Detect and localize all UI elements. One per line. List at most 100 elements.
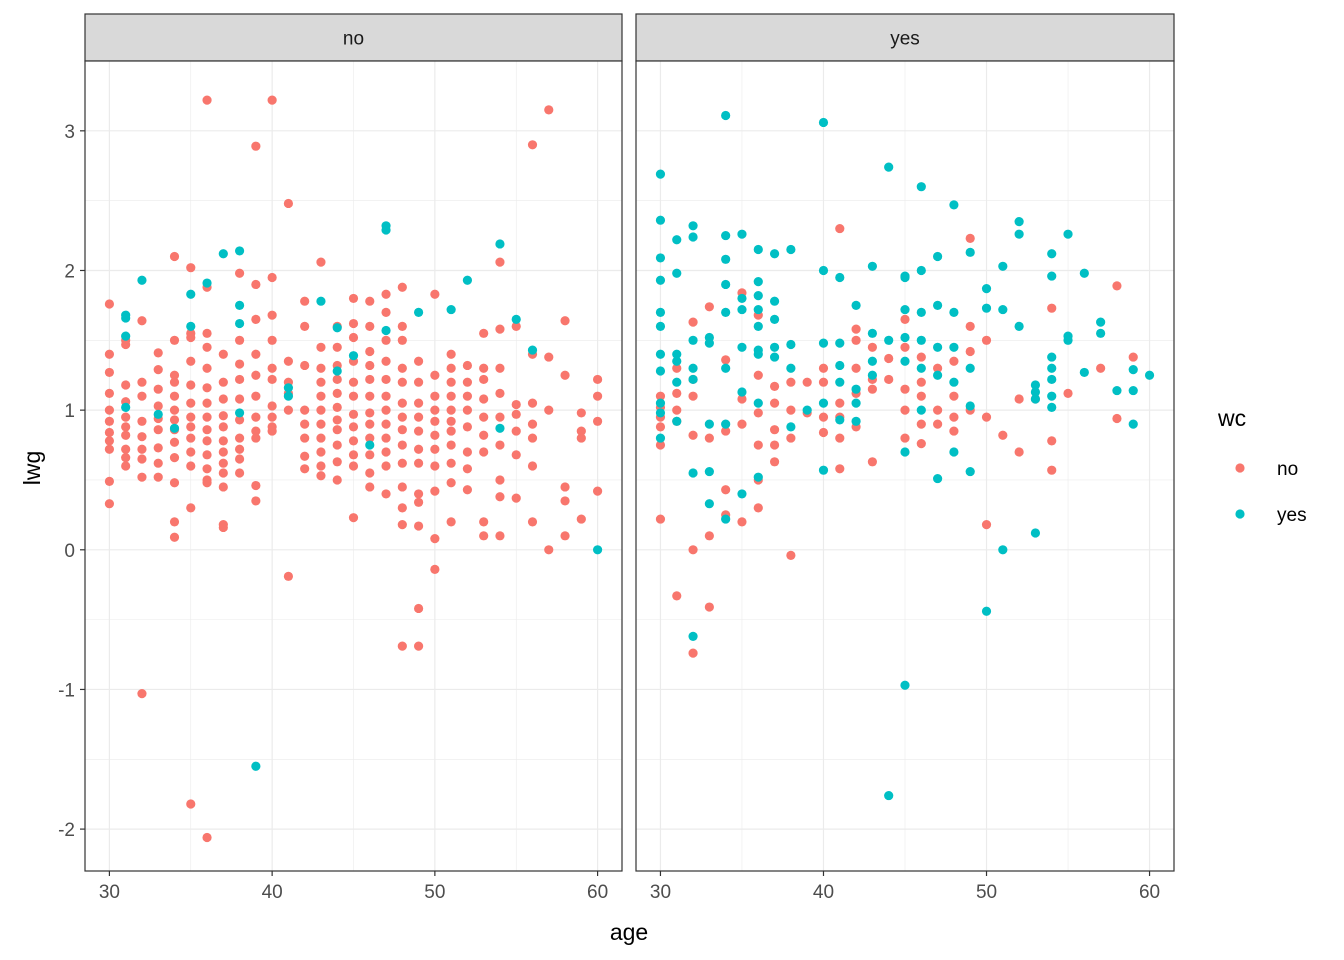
- data-point: [186, 289, 196, 299]
- data-point: [446, 363, 456, 373]
- data-point: [965, 401, 975, 411]
- data-point: [186, 799, 196, 809]
- data-point: [234, 359, 245, 369]
- data-point: [234, 318, 245, 329]
- data-point: [332, 388, 342, 398]
- data-point: [169, 478, 180, 488]
- data-point: [1128, 385, 1138, 396]
- data-point: [786, 550, 796, 560]
- data-point: [737, 387, 747, 397]
- data-point: [900, 384, 910, 394]
- data-point: [121, 444, 131, 454]
- data-point: [153, 401, 163, 411]
- x-tick-label: 60: [587, 882, 608, 903]
- data-point: [737, 304, 747, 315]
- data-point: [1014, 394, 1024, 404]
- data-point: [769, 425, 780, 435]
- data-point: [234, 335, 245, 345]
- data-point: [672, 388, 682, 398]
- data-point: [283, 571, 294, 581]
- data-point: [511, 399, 521, 410]
- data-point: [137, 275, 147, 285]
- data-point: [949, 391, 959, 401]
- data-point: [900, 314, 910, 324]
- data-point: [462, 360, 473, 371]
- data-point: [332, 342, 342, 352]
- data-point: [753, 349, 763, 359]
- data-point: [949, 307, 959, 317]
- data-point: [397, 425, 407, 435]
- data-point: [430, 405, 440, 415]
- data-point: [737, 394, 747, 404]
- data-point: [479, 363, 489, 373]
- data-point: [655, 408, 666, 418]
- facet-strip-label: yes: [890, 29, 920, 50]
- data-point: [381, 225, 391, 235]
- data-point: [818, 377, 829, 387]
- data-point: [511, 314, 521, 324]
- data-point: [316, 461, 326, 471]
- data-point: [251, 349, 261, 359]
- data-point: [365, 374, 375, 385]
- data-point: [462, 464, 473, 474]
- data-point: [867, 457, 877, 467]
- data-point: [479, 447, 489, 457]
- data-point: [900, 447, 910, 457]
- data-point: [234, 408, 245, 418]
- data-point: [202, 328, 212, 338]
- data-point: [981, 412, 992, 422]
- x-tick-label: 30: [99, 882, 120, 903]
- data-point: [949, 377, 959, 387]
- data-point: [672, 268, 682, 278]
- data-point: [900, 272, 910, 283]
- data-point: [1079, 367, 1089, 378]
- series-yes: [655, 110, 1155, 801]
- data-point: [397, 503, 407, 513]
- data-point: [446, 517, 456, 527]
- data-point: [769, 314, 780, 324]
- data-point: [835, 433, 845, 443]
- data-point: [655, 398, 666, 408]
- data-point: [933, 473, 943, 484]
- data-point: [835, 272, 845, 283]
- data-point: [251, 370, 261, 380]
- data-point: [998, 545, 1008, 555]
- data-point: [283, 356, 294, 366]
- data-point: [121, 453, 131, 463]
- data-point: [186, 380, 196, 390]
- data-point: [655, 391, 666, 401]
- data-point: [251, 433, 261, 443]
- data-point: [1047, 391, 1057, 401]
- data-point: [672, 356, 682, 366]
- data-point: [1112, 413, 1122, 424]
- data-point: [397, 458, 407, 468]
- y-tick-label: -2: [58, 820, 75, 841]
- data-point: [186, 461, 196, 471]
- data-point: [753, 370, 763, 380]
- data-point: [479, 430, 489, 440]
- data-point: [1128, 419, 1138, 429]
- data-point: [786, 377, 796, 387]
- data-point: [153, 472, 163, 482]
- data-point: [186, 263, 196, 273]
- data-point: [1030, 528, 1041, 538]
- data-point: [688, 545, 698, 555]
- data-point: [721, 230, 731, 241]
- data-point: [721, 419, 731, 429]
- data-point: [753, 244, 763, 255]
- data-point: [916, 307, 926, 317]
- data-point: [348, 351, 359, 361]
- data-point: [495, 440, 505, 450]
- data-point: [218, 447, 228, 457]
- data-point: [655, 253, 666, 263]
- legend-label-no: no: [1277, 459, 1298, 480]
- data-point: [234, 246, 245, 256]
- data-point: [430, 416, 440, 426]
- data-point: [753, 440, 763, 450]
- data-point: [688, 221, 698, 231]
- data-point: [672, 405, 682, 415]
- data-point: [835, 360, 845, 371]
- data-point: [413, 377, 424, 387]
- data-point: [202, 832, 212, 843]
- data-point: [592, 374, 603, 385]
